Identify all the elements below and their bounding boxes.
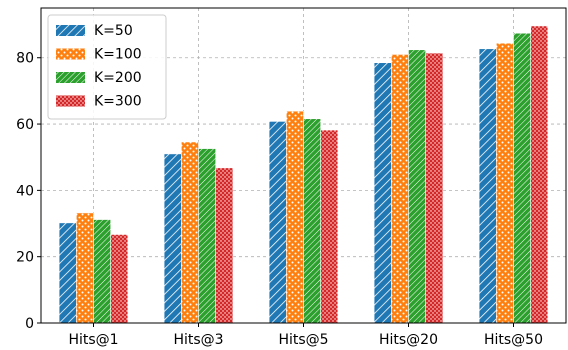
- legend-label: K=300: [94, 94, 142, 110]
- x-tick-label: Hits@3: [173, 332, 223, 348]
- bar-k-50-hits-50: [478, 48, 497, 324]
- bar-k-100-hits-3: [181, 141, 199, 324]
- legend-box: [47, 14, 167, 120]
- legend-label: K=50: [94, 23, 133, 39]
- legend: K=50 K=100 K=200 K=300: [47, 14, 167, 120]
- bar-k-300-hits-3: [215, 167, 234, 324]
- y-tick-label: 60: [16, 117, 34, 133]
- bar-k-200-hits-50: [513, 32, 532, 324]
- bar-k-300-hits-20: [425, 52, 444, 324]
- legend-swatch: [56, 95, 85, 107]
- bar-k-50-hits-20: [373, 62, 392, 324]
- bar-k-200-hits-3: [198, 148, 217, 324]
- axes: 0 20 40 60 80 Hits@1 Hits@3 Hits@5 Hits@20 Hits@5…: [16, 7, 567, 348]
- bars: [58, 25, 549, 324]
- bar-k-100-hits-20: [390, 54, 409, 324]
- bar-k-100-hits-1: [76, 212, 94, 324]
- x-tick-label: Hits@1: [68, 332, 118, 348]
- y-tick-label: 0: [25, 316, 34, 332]
- y-tick-label: 80: [16, 51, 34, 67]
- bar-k-300-hits-50: [530, 25, 549, 324]
- bar-k-200-hits-5: [303, 118, 322, 324]
- legend-swatch: [56, 25, 85, 36]
- bar-k-50-hits-3: [163, 153, 182, 324]
- bar-k-100-hits-5: [285, 110, 304, 324]
- x-tick-label: Hits@5: [278, 332, 328, 348]
- bar-k-300-hits-1: [110, 234, 129, 324]
- legend-label: K=200: [94, 70, 142, 86]
- bar-k-100-hits-50: [495, 42, 514, 324]
- legend-label: K=100: [94, 47, 142, 63]
- legend-swatch: [56, 48, 85, 60]
- bar-k-300-hits-5: [320, 129, 339, 324]
- bar-k-200-hits-1: [93, 219, 112, 324]
- bar-k-200-hits-20: [408, 49, 427, 324]
- y-tick-label: 20: [16, 250, 34, 266]
- x-tick-label: Hits@50: [484, 332, 543, 348]
- plot-frame: [40, 7, 567, 324]
- bar-k-50-hits-5: [268, 121, 287, 324]
- x-tick-label: Hits@20: [379, 332, 438, 348]
- bar-k-50-hits-1: [58, 222, 77, 324]
- y-tick-label: 40: [16, 183, 34, 199]
- legend-swatch: [56, 72, 85, 83]
